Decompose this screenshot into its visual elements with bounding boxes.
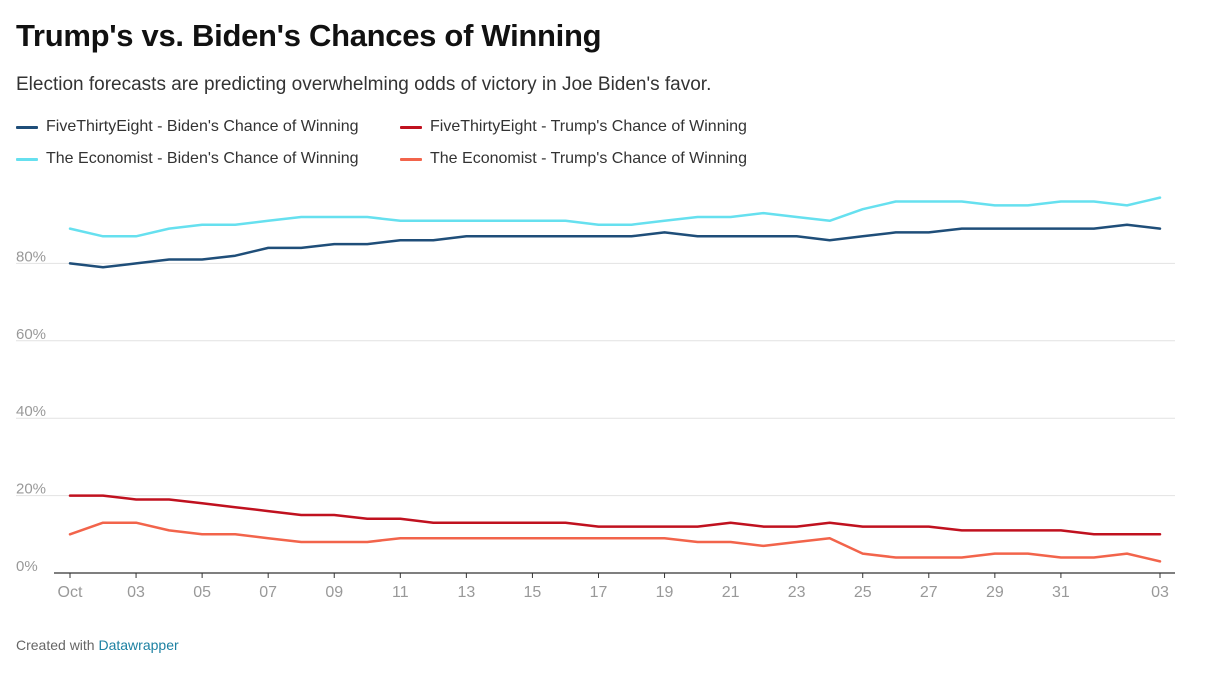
y-tick-label: 60% xyxy=(16,326,46,343)
econ-biden-line xyxy=(70,198,1160,237)
x-tick-label: Oct xyxy=(58,584,83,601)
x-tick-label: 31 xyxy=(1052,584,1070,601)
x-tick-label: 25 xyxy=(854,584,872,601)
x-tick-label: 03 xyxy=(1151,584,1169,601)
y-tick-label: 80% xyxy=(16,248,46,265)
fte-trump-line xyxy=(70,496,1160,535)
series-layer xyxy=(70,198,1160,562)
econ-trump-line xyxy=(70,523,1160,562)
x-tick-label: 09 xyxy=(325,584,343,601)
datawrapper-link[interactable]: Datawrapper xyxy=(98,637,178,653)
y-tick-label: 20% xyxy=(16,481,46,498)
x-tick-label: 17 xyxy=(590,584,608,601)
fte-biden-line xyxy=(70,225,1160,268)
footer-credit: Created with Datawrapper xyxy=(16,637,179,653)
grid-layer xyxy=(16,263,1175,495)
x-tick-label: 27 xyxy=(920,584,938,601)
x-tick-label: 21 xyxy=(722,584,740,601)
x-tick-label: 15 xyxy=(524,584,542,601)
x-tick-label: 13 xyxy=(457,584,475,601)
x-tick-label: 23 xyxy=(788,584,806,601)
x-tick-label: 11 xyxy=(392,584,409,601)
x-tick-label: 29 xyxy=(986,584,1004,601)
axis-layer: 0% 20% 40% 60% 80% Oct 03 05 07 09 11 13 15 17 19 21 23 2… xyxy=(16,248,1175,601)
x-tick-label: 19 xyxy=(656,584,674,601)
x-tick-label: 05 xyxy=(193,584,211,601)
x-tick-label: 07 xyxy=(259,584,277,601)
y-tick-label: 0% xyxy=(16,558,38,575)
footer-created-with: Created with xyxy=(16,637,95,653)
x-tick-label: 03 xyxy=(127,584,145,601)
y-tick-label: 40% xyxy=(16,403,46,420)
